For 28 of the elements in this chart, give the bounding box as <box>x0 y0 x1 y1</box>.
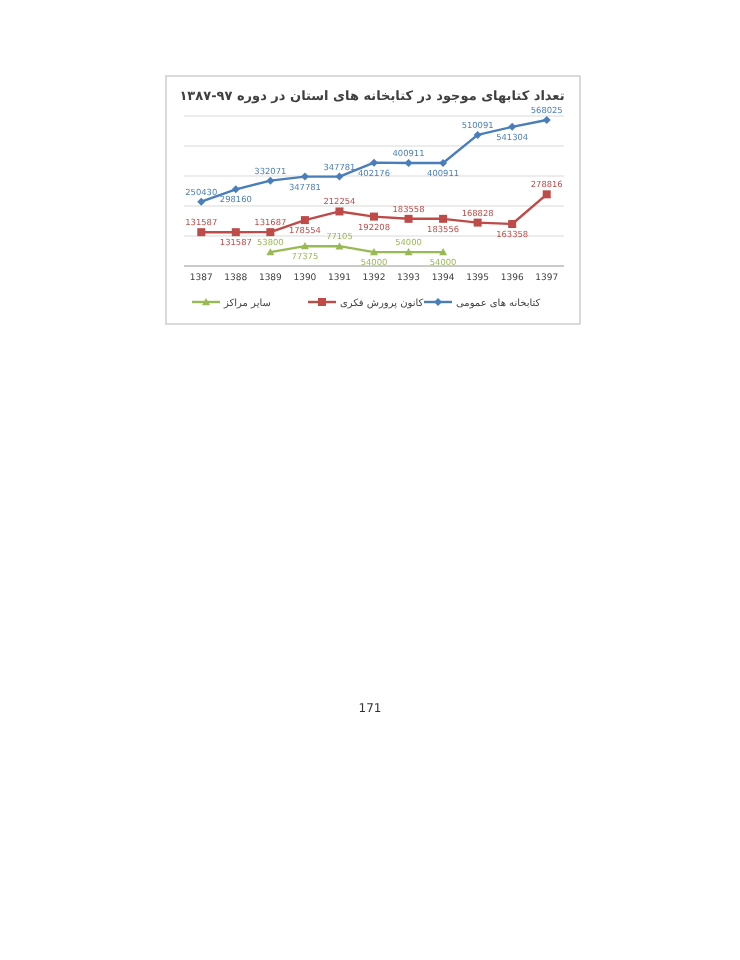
point <box>508 122 517 131</box>
point <box>300 242 309 250</box>
point <box>370 248 378 256</box>
point <box>197 228 206 237</box>
point <box>197 197 206 206</box>
point <box>370 158 378 167</box>
point <box>439 214 448 223</box>
point <box>404 158 413 167</box>
point <box>473 130 482 139</box>
point <box>508 220 517 229</box>
point <box>266 228 275 237</box>
point <box>335 172 344 181</box>
point <box>404 248 413 256</box>
point <box>404 214 413 223</box>
point <box>300 172 309 181</box>
point <box>231 185 240 194</box>
point <box>266 176 275 185</box>
point <box>439 158 448 167</box>
point <box>473 218 482 227</box>
point <box>542 190 551 199</box>
point <box>370 212 378 221</box>
point <box>266 248 275 256</box>
point <box>542 116 551 124</box>
point <box>335 207 344 216</box>
point <box>300 216 309 225</box>
point <box>335 242 344 250</box>
point <box>231 228 240 237</box>
point <box>439 248 448 256</box>
